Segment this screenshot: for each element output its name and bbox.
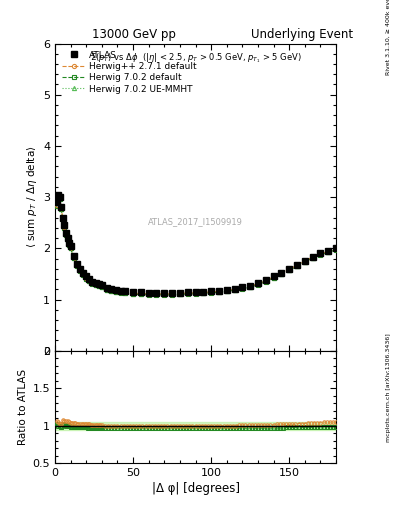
- Herwig 7.0.2 UE-MMHT: [99, 284, 104, 290]
- Line: Herwig 7.0.2 UE-MMHT: Herwig 7.0.2 UE-MMHT: [55, 194, 338, 296]
- Line: Herwig 7.0.2 default: Herwig 7.0.2 default: [55, 194, 338, 297]
- Herwig++ 2.7.1 default: [209, 289, 213, 295]
- ATLAS: [162, 290, 167, 296]
- Herwig 7.0.2 default: [162, 292, 167, 298]
- ATLAS: [193, 289, 198, 295]
- Text: Rivet 3.1.10, ≥ 400k events: Rivet 3.1.10, ≥ 400k events: [386, 0, 391, 75]
- Text: mcplots.cern.ch [arXiv:1306.3436]: mcplots.cern.ch [arXiv:1306.3436]: [386, 333, 391, 442]
- ATLAS: [56, 191, 61, 198]
- Line: ATLAS: ATLAS: [54, 192, 339, 295]
- Text: ATLAS_2017_I1509919: ATLAS_2017_I1509919: [148, 217, 243, 226]
- Y-axis label: Ratio to ATLAS: Ratio to ATLAS: [18, 369, 28, 445]
- Herwig 7.0.2 default: [193, 291, 198, 297]
- Herwig++ 2.7.1 default: [99, 283, 104, 289]
- ATLAS: [146, 290, 151, 296]
- Text: $\Sigma(p_T)$ vs $\Delta\phi$  ($|\eta|$ < 2.5, $p_T$ > 0.5 GeV, $p_{T_1}$ > 5 G: $\Sigma(p_T)$ vs $\Delta\phi$ ($|\eta|$ …: [90, 51, 301, 65]
- Herwig++ 2.7.1 default: [62, 224, 67, 230]
- Herwig 7.0.2 UE-MMHT: [131, 291, 136, 297]
- Herwig 7.0.2 default: [146, 292, 151, 298]
- Herwig 7.0.2 UE-MMHT: [56, 193, 61, 199]
- Herwig 7.0.2 UE-MMHT: [62, 224, 67, 230]
- Herwig 7.0.2 default: [131, 291, 136, 297]
- Herwig 7.0.2 default: [56, 193, 61, 199]
- ATLAS: [99, 282, 104, 288]
- Herwig 7.0.2 UE-MMHT: [54, 203, 59, 209]
- Line: Herwig++ 2.7.1 default: Herwig++ 2.7.1 default: [55, 193, 338, 296]
- ATLAS: [62, 222, 67, 228]
- Y-axis label: $\langle$ sum $p_T$ / $\Delta\eta$ delta$\rangle$: $\langle$ sum $p_T$ / $\Delta\eta$ delta…: [25, 146, 39, 248]
- Herwig 7.0.2 UE-MMHT: [146, 291, 151, 297]
- Legend: ATLAS, Herwig++ 2.7.1 default, Herwig 7.0.2 default, Herwig 7.0.2 UE-MMHT: ATLAS, Herwig++ 2.7.1 default, Herwig 7.…: [59, 47, 200, 97]
- Herwig++ 2.7.1 default: [54, 202, 59, 208]
- ATLAS: [334, 245, 338, 251]
- ATLAS: [131, 289, 136, 295]
- X-axis label: |Δ φ| [degrees]: |Δ φ| [degrees]: [152, 482, 239, 496]
- Herwig++ 2.7.1 default: [131, 290, 136, 296]
- Herwig 7.0.2 UE-MMHT: [334, 246, 338, 252]
- Herwig++ 2.7.1 default: [193, 290, 198, 296]
- Herwig 7.0.2 default: [62, 225, 67, 231]
- ATLAS: [209, 288, 213, 294]
- ATLAS: [54, 199, 59, 205]
- Herwig 7.0.2 UE-MMHT: [162, 291, 167, 297]
- Herwig++ 2.7.1 default: [334, 246, 338, 252]
- Herwig 7.0.2 UE-MMHT: [209, 289, 213, 295]
- Herwig 7.0.2 default: [209, 290, 213, 296]
- Herwig 7.0.2 UE-MMHT: [193, 290, 198, 296]
- Herwig 7.0.2 default: [334, 247, 338, 253]
- Herwig 7.0.2 default: [54, 203, 59, 209]
- Herwig++ 2.7.1 default: [146, 291, 151, 297]
- Text: Underlying Event: Underlying Event: [251, 28, 353, 41]
- Herwig 7.0.2 default: [99, 284, 104, 290]
- Herwig++ 2.7.1 default: [56, 191, 61, 198]
- Herwig++ 2.7.1 default: [162, 291, 167, 297]
- Text: 13000 GeV pp: 13000 GeV pp: [92, 28, 176, 41]
